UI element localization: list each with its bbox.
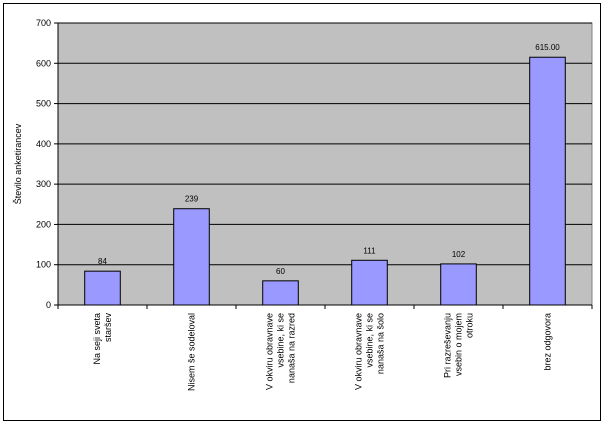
y-axis-title: Število anketirancev bbox=[13, 123, 23, 204]
svg-text:brez odgovora: brez odgovora bbox=[543, 313, 553, 371]
x-tick-label: brez odgovora bbox=[543, 313, 553, 371]
svg-text:Pri razreševanjuvsebin o mojem: Pri razreševanjuvsebin o mojemotroku bbox=[443, 313, 475, 378]
data-label: 111 bbox=[363, 246, 376, 255]
y-tick-label: 600 bbox=[36, 58, 51, 68]
y-tick-label: 300 bbox=[36, 179, 51, 189]
x-tick-label: V okviru obravnavevsebine, ki senanaša n… bbox=[354, 313, 386, 390]
svg-text:V okviru obravnavevsebine, ki: V okviru obravnavevsebine, ki senanaša n… bbox=[265, 313, 297, 390]
data-label: 615.00 bbox=[535, 43, 560, 52]
bar bbox=[173, 208, 210, 306]
data-label: 239 bbox=[185, 195, 199, 204]
svg-text:V okviru obravnavevsebine, ki: V okviru obravnavevsebine, ki senanaša n… bbox=[354, 313, 386, 390]
y-tick-label: 200 bbox=[36, 219, 51, 229]
bar bbox=[351, 259, 388, 306]
x-tick-label: Na seji svetastaršev bbox=[92, 313, 113, 365]
y-tick-label: 500 bbox=[36, 99, 51, 109]
x-axis: Na seji svetastaršev Nisem še sodeloval V … bbox=[57, 304, 593, 391]
gridlines bbox=[58, 22, 592, 266]
y-tick-label: 400 bbox=[36, 139, 51, 149]
y-tick-label: 700 bbox=[36, 18, 51, 28]
data-label: 84 bbox=[98, 257, 107, 266]
bar bbox=[529, 56, 566, 306]
x-tick-label: Pri razreševanjuvsebin o mojemotroku bbox=[443, 313, 475, 378]
y-tick-label: 0 bbox=[46, 300, 51, 310]
y-tick-label: 100 bbox=[36, 260, 51, 270]
data-label: 60 bbox=[276, 267, 285, 276]
x-tick-label: Nisem še sodeloval bbox=[187, 313, 197, 391]
plot-area bbox=[57, 22, 593, 306]
x-tick-label: V okviru obravnavevsebine, ki senanaša n… bbox=[265, 313, 297, 390]
bar bbox=[84, 270, 121, 306]
y-axis: 0 100 200 300 400 500 600 700 bbox=[36, 18, 59, 310]
data-label: 102 bbox=[452, 250, 466, 259]
bars: 84 239 60 111 102 615.00 bbox=[84, 43, 566, 306]
bar bbox=[440, 263, 477, 306]
bar bbox=[262, 280, 299, 306]
svg-text:Nisem še sodeloval: Nisem še sodeloval bbox=[187, 313, 197, 391]
svg-text:Na seji svetastaršev: Na seji svetastaršev bbox=[92, 313, 113, 365]
